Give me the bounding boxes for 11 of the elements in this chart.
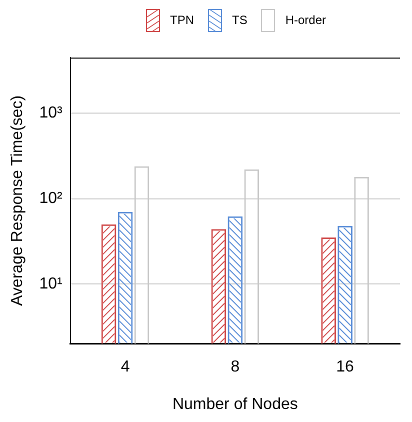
legend-label: H-order [285, 13, 326, 27]
legend-label: TPN [170, 13, 194, 27]
y-tick-label: 10¹ [39, 275, 62, 292]
x-tick-label: 16 [336, 358, 354, 376]
x-tick-label: 4 [120, 358, 130, 376]
y-axis-title: Average Response Time(sec) [9, 95, 26, 306]
x-tick-label: 8 [230, 358, 240, 376]
x-axis-title: Number of Nodes [172, 396, 298, 413]
legend-label: TS [232, 13, 248, 27]
y-tick-label: 10² [39, 190, 63, 208]
y-tick-label: 10³ [39, 104, 63, 122]
